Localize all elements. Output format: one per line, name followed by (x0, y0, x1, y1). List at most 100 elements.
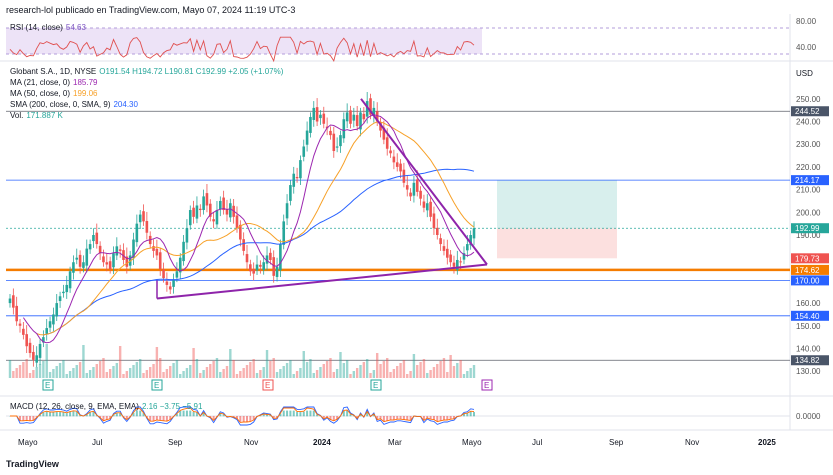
volume-bar (255, 373, 259, 378)
volume-bar (375, 353, 379, 378)
macd-histogram-bar (462, 413, 465, 417)
volume-bar (25, 359, 28, 378)
rsi-tick-label: 40.00 (796, 43, 817, 52)
volume-bar (219, 372, 222, 378)
macd-histogram-bar (276, 416, 279, 419)
volume-bar (12, 371, 15, 378)
volume-bar (185, 368, 189, 378)
macd-histogram-bar (92, 411, 95, 417)
macd-legend[interactable]: MACD (12, 26, close, 9, EMA, EMA) 2.16 −3… (10, 401, 202, 412)
volume-bar (359, 365, 362, 378)
candle-body (55, 303, 59, 317)
candle-body (112, 253, 115, 268)
candle-body (72, 262, 75, 273)
candle-body (352, 114, 356, 121)
y-tick-label: 210.00 (796, 186, 821, 195)
macd-histogram-bar (262, 414, 265, 417)
candle-body (105, 262, 109, 265)
rsi-legend: RSI (14, close) 54.63 (10, 22, 86, 33)
volume-legend[interactable]: Vol. 171.887 K (10, 110, 63, 121)
macd-histogram-bar (152, 416, 155, 421)
candle-body (175, 271, 179, 278)
candle-body (392, 156, 396, 163)
candle-body (439, 238, 442, 245)
candle-body (329, 130, 332, 136)
volume-bar (355, 368, 359, 378)
candle-body (409, 192, 412, 197)
price-label-text: 154.40 (795, 312, 820, 321)
macd-histogram-bar (65, 413, 68, 417)
macd-histogram-bar (316, 414, 319, 417)
currency-label[interactable]: USD (796, 69, 813, 78)
volume-bar (179, 374, 182, 378)
candle-body (399, 163, 402, 172)
candle-body (435, 227, 439, 235)
candle-body (62, 291, 65, 294)
x-tick-label: Sep (609, 438, 624, 447)
volume-bar (259, 370, 262, 378)
macd-histogram-bar (69, 412, 72, 417)
macd-histogram-bar (399, 416, 402, 420)
volume-label: Vol. (10, 111, 24, 120)
macd-histogram-bar (209, 416, 212, 418)
candle-body (359, 112, 362, 130)
earnings-marker (151, 379, 163, 391)
support-trendline (156, 263, 488, 300)
sma200-legend[interactable]: SMA (200, close, 0, SMA, 9) 204.30 (10, 99, 138, 110)
macd-histogram-bar (436, 416, 439, 422)
candle-body (185, 228, 189, 243)
volume-bar (52, 369, 55, 378)
macd-histogram-bar (306, 410, 309, 417)
volume-bar (282, 366, 285, 378)
volume-bar (62, 360, 65, 378)
ma50-legend[interactable]: MA (50, close, 0) 199.06 (10, 88, 98, 99)
macd-histogram-bar (473, 412, 475, 417)
ma21-legend[interactable]: MA (21, close, 0) 185.79 (10, 77, 98, 88)
volume-bar (232, 360, 235, 378)
price-label-text: 192.99 (795, 224, 820, 233)
candle-body (429, 201, 432, 217)
macd-histogram-bar (386, 416, 389, 421)
macd-histogram-bar (449, 416, 452, 420)
macd-histogram-bar (189, 410, 192, 417)
volume-bar (128, 368, 132, 378)
y-tick-label: 220.00 (796, 163, 821, 172)
macd-histogram-bar (359, 414, 362, 417)
symbol-legend[interactable]: Globant S.A., 1D, NYSE O191.54 H194.72 L1… (10, 66, 283, 77)
price-label-text: 214.17 (795, 176, 820, 185)
volume-bar (285, 363, 289, 378)
candle-body (425, 203, 429, 211)
candle-body (469, 235, 472, 246)
macd-histogram-bar (19, 416, 22, 421)
candle-body (15, 305, 18, 322)
volume-bar (88, 370, 92, 378)
candle-body (472, 228, 476, 239)
x-tick-label: Nov (685, 438, 699, 447)
volume-bar (142, 373, 145, 378)
volume-bar (165, 369, 169, 378)
macd-tick-label: 0.0000 (796, 412, 821, 421)
volume-bar (416, 365, 419, 378)
candle-body (145, 221, 149, 233)
sma200-line (43, 168, 475, 336)
candle-body (249, 264, 252, 272)
volume-bar (172, 363, 175, 378)
volume-bar (108, 369, 112, 378)
candle-body (98, 245, 102, 254)
volume-bar (292, 374, 295, 378)
candle-body (285, 203, 289, 219)
volume-bar (432, 367, 436, 378)
ma21-label: MA (21, close, 0) (10, 78, 71, 87)
volume-bar (122, 374, 125, 378)
volume-bar (406, 374, 409, 378)
macd-histogram-bar (232, 416, 235, 418)
volume-bar (262, 367, 265, 378)
price-label-tag (791, 253, 829, 264)
candle-body (279, 244, 282, 271)
volume-bar (145, 370, 149, 378)
candle-body (395, 162, 399, 167)
volume-bar (235, 374, 239, 378)
candle-body (432, 213, 436, 229)
candle-body (68, 271, 72, 289)
